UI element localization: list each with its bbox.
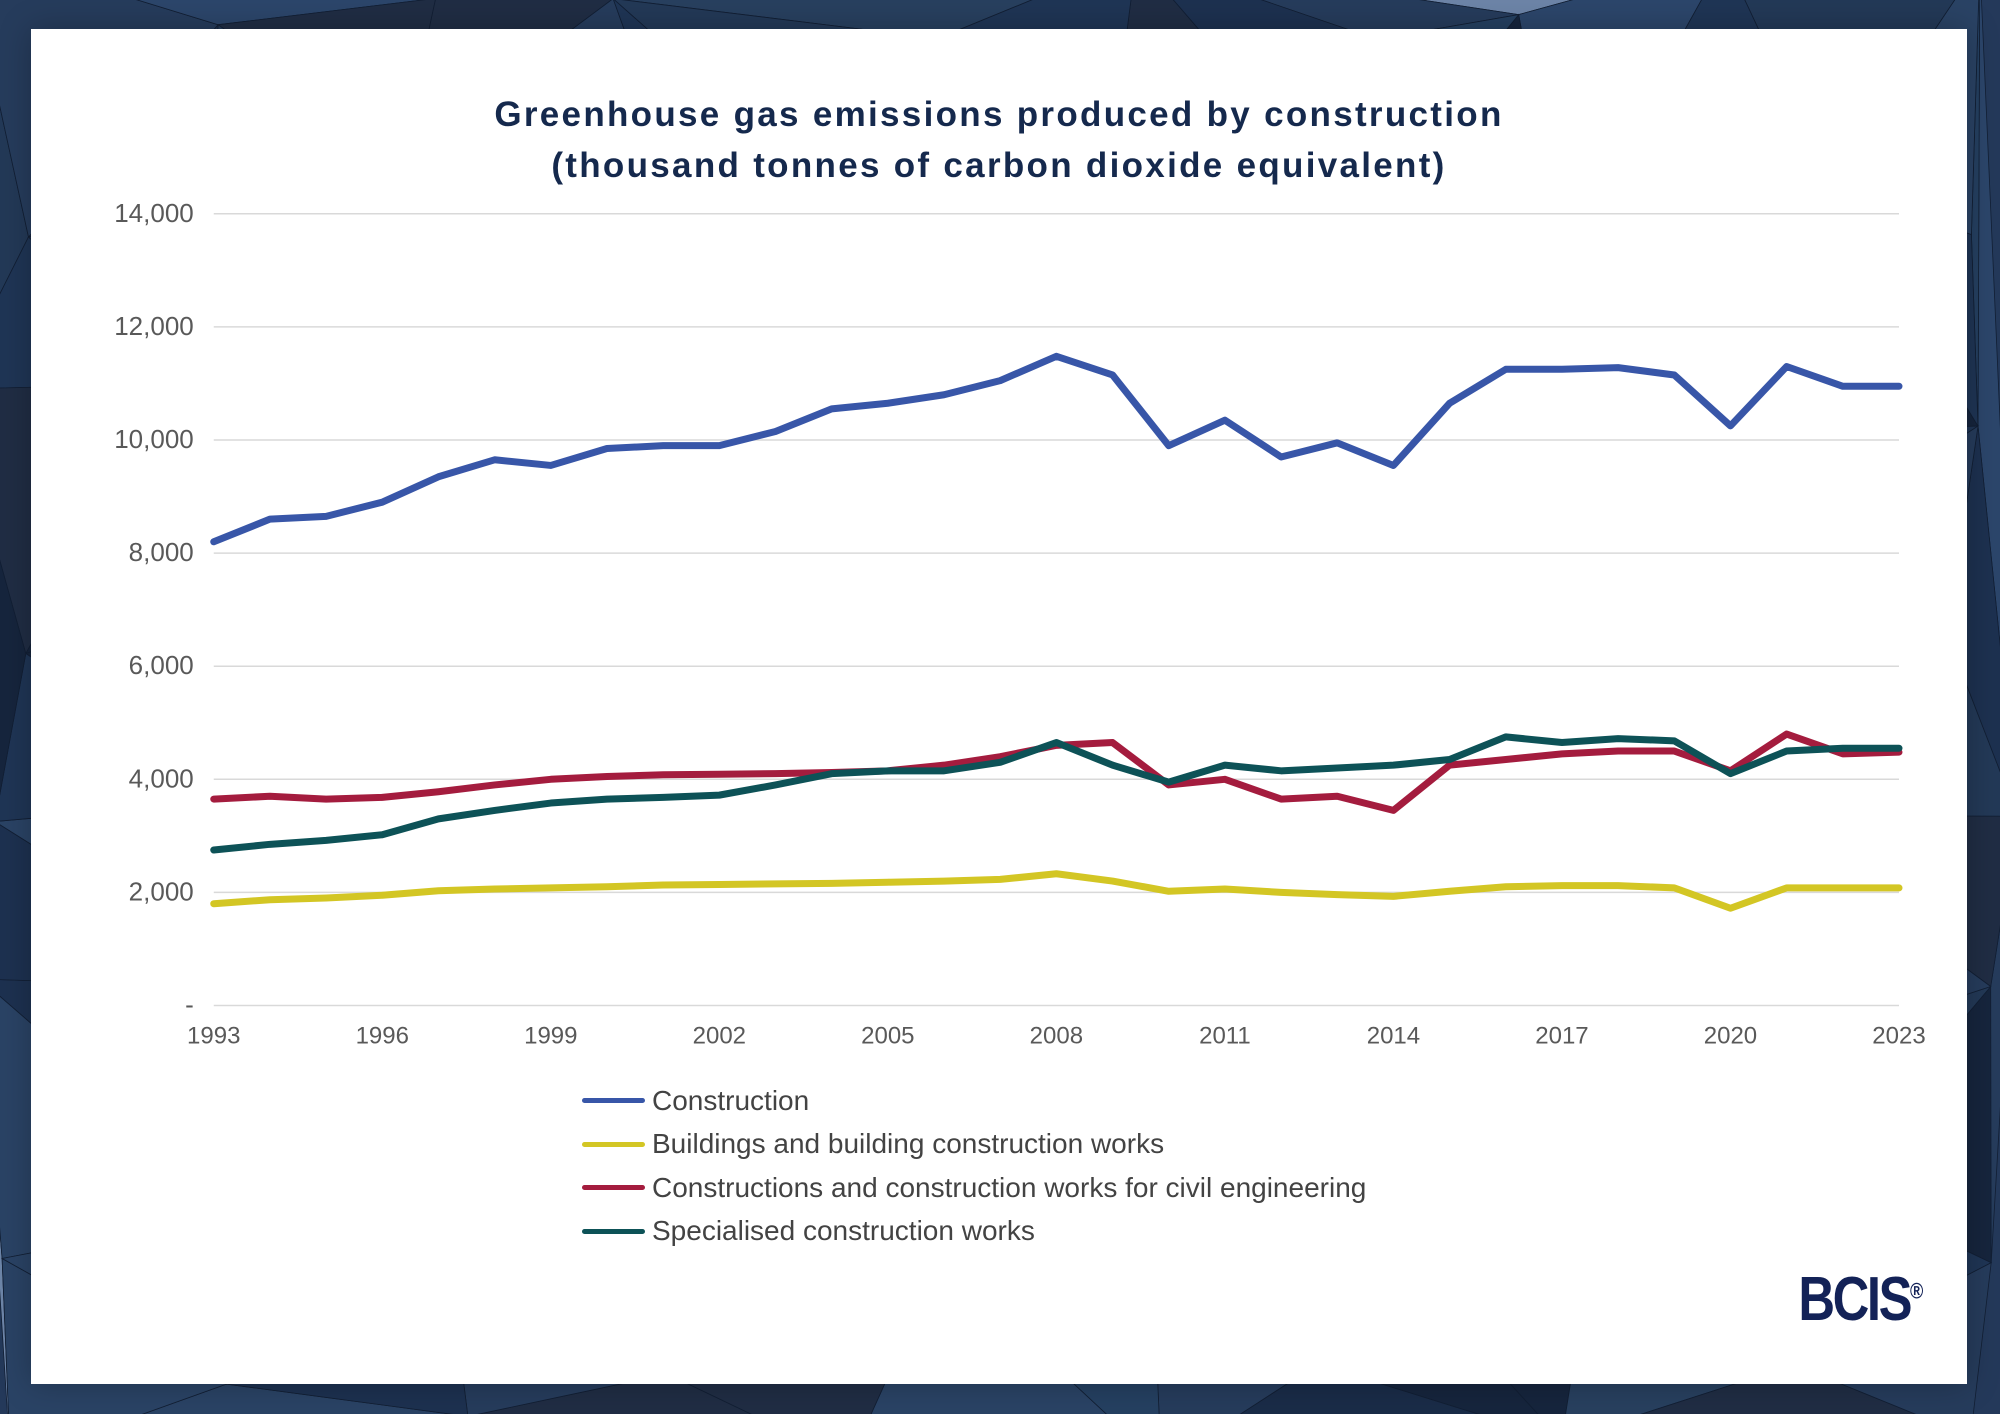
- svg-text:2020: 2020: [1704, 1023, 1757, 1050]
- svg-text:2014: 2014: [1367, 1023, 1420, 1050]
- svg-text:1996: 1996: [356, 1023, 409, 1050]
- svg-text:2002: 2002: [693, 1023, 746, 1050]
- svg-text:2011: 2011: [1199, 1023, 1251, 1050]
- svg-text:14,000: 14,000: [114, 198, 194, 228]
- svg-text:10,000: 10,000: [114, 424, 194, 454]
- svg-text:12,000: 12,000: [114, 311, 194, 341]
- svg-text:2,000: 2,000: [129, 876, 194, 906]
- svg-text:2005: 2005: [861, 1023, 914, 1050]
- svg-text:8,000: 8,000: [129, 537, 194, 567]
- svg-text:6,000: 6,000: [129, 650, 194, 680]
- svg-text:4,000: 4,000: [129, 763, 194, 793]
- svg-text:1993: 1993: [187, 1023, 240, 1050]
- svg-text:2017: 2017: [1535, 1023, 1588, 1050]
- svg-text:2023: 2023: [1872, 1023, 1925, 1050]
- svg-text:1999: 1999: [524, 1023, 577, 1050]
- svg-text:2008: 2008: [1030, 1023, 1083, 1050]
- svg-text:-: -: [185, 990, 194, 1020]
